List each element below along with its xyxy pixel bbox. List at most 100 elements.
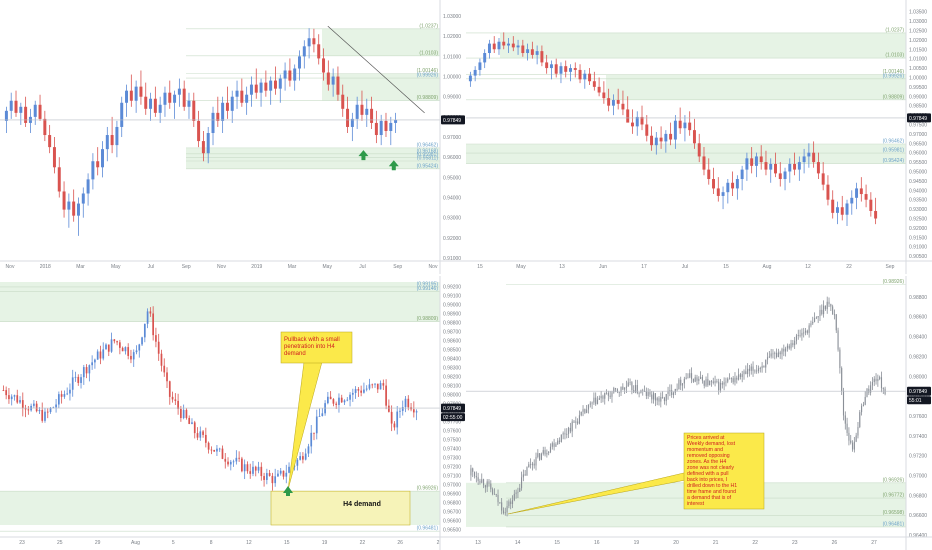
candle-body <box>680 379 682 386</box>
candle-body <box>738 374 740 380</box>
candle-body <box>766 357 769 360</box>
candle-body <box>540 453 543 460</box>
candle-body <box>252 466 254 474</box>
x-tick-label: 26 <box>397 540 403 546</box>
h4-chart-svg[interactable]: (0.99195)(0.99146) (0.98809) (0.96926) (0.9… <box>0 276 466 550</box>
candle-body <box>351 392 354 395</box>
y-tick-label: 0.99000 <box>443 303 461 309</box>
price-tag-value: 0.97849 <box>443 118 461 124</box>
candle-body <box>714 381 716 383</box>
candle-body <box>557 440 559 445</box>
candle-body <box>786 345 788 349</box>
pane-h1[interactable]: (0.96926) (0.96772) (0.96598) (0.96481) (0.9… <box>466 276 932 550</box>
daily-chart-svg[interactable]: (1.0237) (1.0103) (1.00146)(0.99926) (0.988… <box>466 0 932 274</box>
candle-body <box>260 466 263 477</box>
candle-body <box>288 466 290 473</box>
candle-body <box>259 82 263 93</box>
candle-body <box>187 100 191 107</box>
candle-body <box>595 397 597 405</box>
candle-body <box>412 409 415 413</box>
candle-body <box>743 371 745 375</box>
callout-text-line: zone was not clearly <box>687 465 734 471</box>
candle-body <box>225 102 229 111</box>
y-tick-label: 1.00000 <box>443 75 461 81</box>
x-tick-label: May <box>516 264 526 270</box>
candle-body <box>678 379 680 390</box>
candle-body <box>605 392 608 394</box>
candle-body <box>390 411 393 424</box>
h4-demand-label: H4 demand <box>343 501 381 508</box>
pane-daily[interactable]: (1.0237) (1.0103) (1.00146) (0.99926) (0.988… <box>466 0 932 274</box>
candle-body <box>14 100 18 113</box>
candle-body <box>530 49 534 55</box>
candle-body <box>46 411 49 413</box>
candle-body <box>783 348 785 352</box>
y-tick-label: 0.96800 <box>443 501 461 507</box>
candle-body <box>582 409 584 412</box>
candle-body <box>568 427 570 434</box>
x-tick-label: 21 <box>713 540 719 546</box>
y-tick-label: 0.97700 <box>443 420 461 426</box>
candle-body <box>649 392 651 395</box>
candle-body <box>60 394 63 397</box>
candle-body <box>859 188 863 195</box>
candle-body <box>396 411 399 428</box>
y-tick-label: 0.98100 <box>443 384 461 390</box>
candle-body <box>683 122 687 129</box>
candle-body <box>799 335 801 336</box>
candle-body <box>388 405 390 412</box>
candle-body <box>224 458 227 462</box>
candle-body <box>249 84 253 95</box>
up-arrow-icon <box>388 160 399 171</box>
fib-label: (1.0237) <box>885 27 904 33</box>
candle-body <box>346 399 349 401</box>
candle-body <box>573 421 575 423</box>
fib-label: (0.95424) <box>417 163 439 169</box>
candle-body <box>797 335 799 336</box>
fib-label: (0.96481) <box>883 521 905 527</box>
candle-body <box>57 394 60 405</box>
h1-chart-svg[interactable]: (0.96926) (0.96772) (0.96598) (0.96481) (0.9… <box>466 276 932 550</box>
price-tag: 0.97849 <box>441 403 465 413</box>
pane-h4[interactable]: (0.99195) (0.99146) (0.98809) (0.96926) (0.9… <box>0 276 466 550</box>
candle-body <box>850 440 852 443</box>
h4-demand-box <box>270 490 411 526</box>
candle-body <box>132 352 135 360</box>
candle-body <box>113 339 116 342</box>
x-tick-label: 16 <box>594 540 600 546</box>
candle-body <box>55 404 57 408</box>
candle-body <box>235 457 238 462</box>
candle-body <box>99 351 102 359</box>
candle-body <box>533 463 535 466</box>
weekly-chart-svg[interactable]: (1.0237) (1.0103) (1.00146)(0.99926) (0.988… <box>0 0 466 274</box>
candle-body <box>790 343 792 349</box>
candle-body <box>492 43 496 50</box>
candle-body <box>33 104 37 117</box>
candle-body <box>564 66 568 72</box>
y-tick-label: 1.01000 <box>443 54 461 60</box>
fib-label: (0.96481) <box>417 526 439 532</box>
candle-body <box>734 377 736 383</box>
candle-body <box>481 479 483 483</box>
candle-body <box>779 352 781 355</box>
candle-body <box>591 402 593 404</box>
candle-body <box>513 493 515 501</box>
candle-body <box>177 400 179 409</box>
candle-body <box>862 404 864 407</box>
candle-body <box>119 342 121 348</box>
candle-body <box>67 201 71 210</box>
candle-body <box>535 456 537 466</box>
y-tick-label: 1.01000 <box>909 57 927 63</box>
candle-body <box>629 382 631 384</box>
pane-weekly[interactable]: (1.0237) (1.0103) (1.00146) (0.99926) (0.988… <box>0 0 466 274</box>
y-tick-label: 0.91500 <box>909 235 927 241</box>
candle-body <box>580 411 582 416</box>
candle-body <box>821 309 823 315</box>
x-tick-label: 23 <box>792 540 798 546</box>
candle-body <box>853 441 855 450</box>
candle-body <box>102 349 105 359</box>
x-tick-label: 15 <box>284 540 290 546</box>
candle-body <box>105 344 107 350</box>
candle-body <box>785 348 787 352</box>
candle-body <box>832 306 834 315</box>
